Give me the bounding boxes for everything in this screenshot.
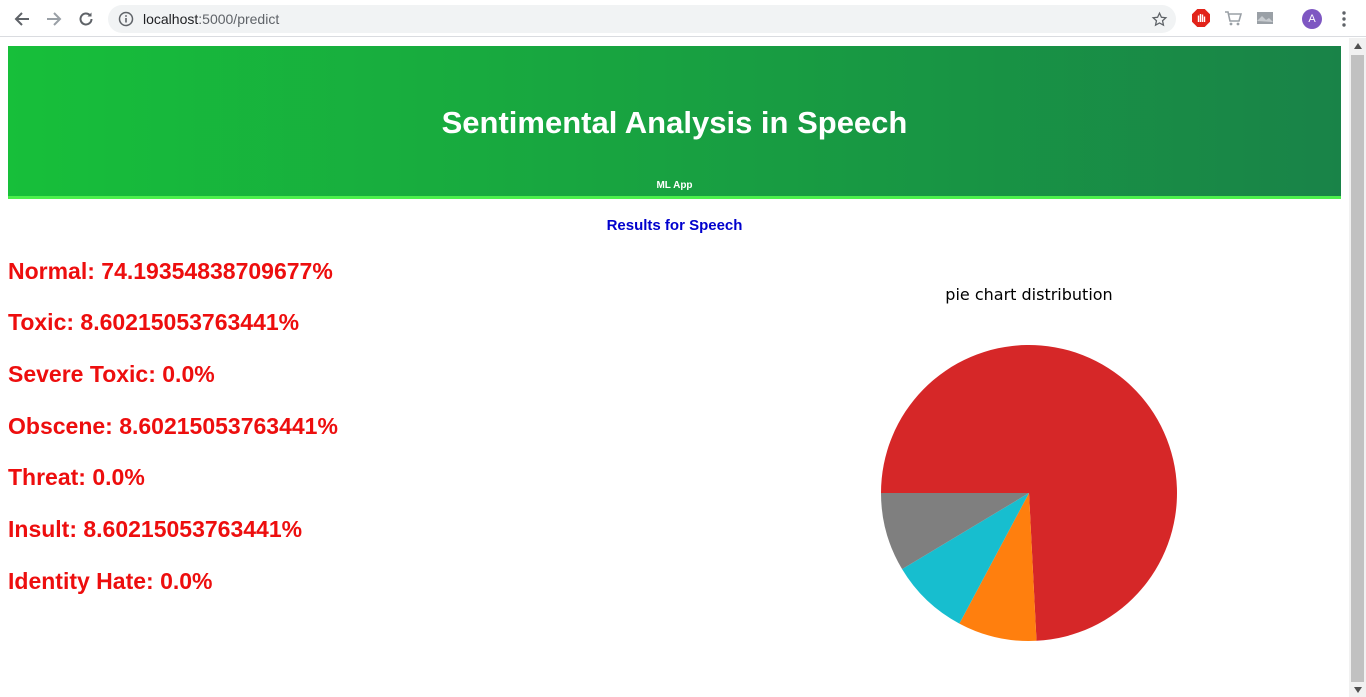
scroll-up-arrow-icon: [1353, 42, 1362, 49]
forward-arrow-icon: [47, 12, 62, 26]
pie-slice-obscene: [902, 493, 1029, 624]
address-bar[interactable]: localhost:5000/predict: [108, 5, 1176, 33]
page-header: Sentimental Analysis in Speech ML App: [8, 46, 1341, 199]
results-heading: Results for Speech: [606, 217, 743, 234]
pie-slice-normal: [881, 345, 1177, 641]
scroll-up-button[interactable]: [1349, 38, 1366, 53]
scroll-thumb[interactable]: [1351, 55, 1364, 682]
result-severe-toxic: Severe Toxic: 0.0%: [8, 361, 215, 387]
reload-icon: [79, 12, 93, 26]
vertical-scrollbar[interactable]: [1349, 38, 1366, 697]
page-subtitle: ML App: [656, 180, 693, 191]
menu-kebab-icon[interactable]: [1336, 10, 1352, 28]
url-text[interactable]: localhost:5000/predict: [143, 11, 279, 27]
page-viewport: Sentimental Analysis in Speech ML App Re…: [0, 38, 1349, 697]
result-insult: Insult: 8.60215053763441%: [8, 516, 303, 542]
result-threat: Threat: 0.0%: [8, 464, 145, 490]
result-toxic: Toxic: 8.60215053763441%: [8, 309, 300, 335]
info-icon[interactable]: [118, 11, 134, 27]
reload-button[interactable]: [72, 5, 100, 33]
back-arrow-icon: [14, 12, 29, 26]
bookmark-star-icon[interactable]: [1151, 11, 1168, 28]
page-title: Sentimental Analysis in Speech: [441, 105, 908, 140]
image-extension-icon[interactable]: [1256, 9, 1274, 27]
scroll-down-button[interactable]: [1349, 682, 1366, 697]
scroll-down-arrow-icon: [1353, 686, 1362, 693]
result-identity-hate: Identity Hate: 0.0%: [8, 568, 213, 594]
result-normal: Normal: 74.19354838709677%: [8, 258, 333, 284]
profile-avatar[interactable]: A: [1302, 9, 1322, 29]
browser-toolbar: localhost:5000/predict A: [0, 0, 1366, 37]
forward-button[interactable]: [40, 5, 68, 33]
url-path: :5000/predict: [198, 11, 280, 27]
cart-extension-icon[interactable]: [1224, 9, 1242, 27]
pie-chart: [881, 345, 1177, 641]
adblock-extension-icon[interactable]: [1192, 9, 1210, 27]
result-obscene: Obscene: 8.60215053763441%: [8, 413, 338, 439]
pie-slice-toxic: [959, 493, 1037, 641]
chart-title: pie chart distribution: [945, 285, 1113, 304]
pie-slice-insult: [881, 493, 1029, 570]
back-button[interactable]: [8, 5, 36, 33]
url-host: localhost: [143, 11, 199, 27]
